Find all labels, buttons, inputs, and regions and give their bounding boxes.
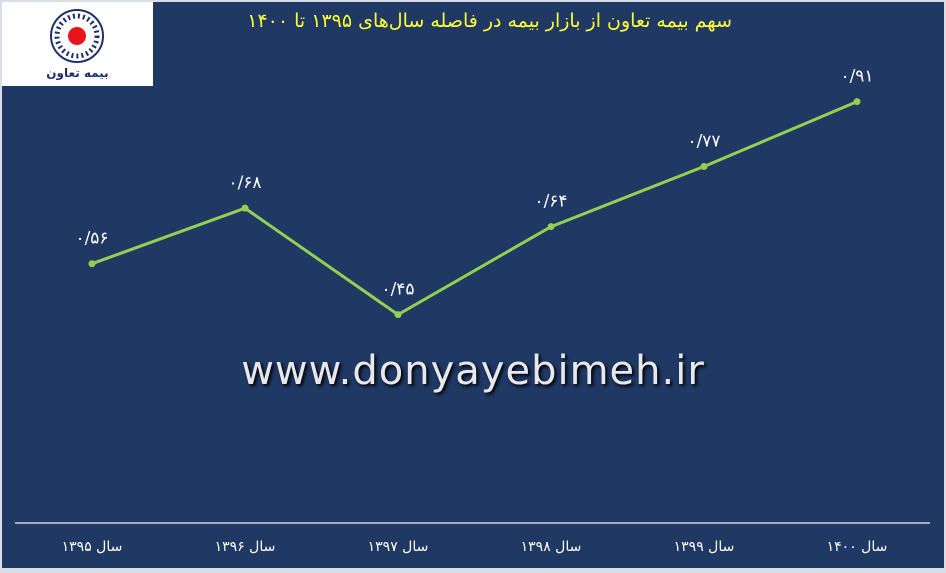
data-point	[88, 260, 96, 268]
x-tick-label: سال ۱۳۹۶	[215, 539, 276, 555]
data-point	[241, 204, 249, 212]
data-label: ۰/۹۱	[840, 67, 873, 87]
data-point	[547, 223, 555, 231]
x-tick-label: سال ۱۴۰۰	[827, 539, 888, 555]
watermark: www.donyayebimeh.ir	[241, 348, 705, 394]
data-label: ۰/۵۶	[75, 229, 108, 249]
x-tick-label: سال ۱۳۹۷	[368, 539, 429, 555]
chart-title: سهم بیمه تعاون از بازار بیمه در فاصله سا…	[247, 10, 732, 32]
logo-emblem-icon	[50, 9, 104, 63]
x-tick-label: سال ۱۳۹۸	[521, 539, 582, 555]
logo-text: بیمه تعاون	[46, 66, 109, 80]
data-label: ۰/۶۸	[228, 173, 261, 193]
data-point	[700, 162, 708, 170]
data-label: ۰/۷۷	[687, 131, 720, 151]
logo: بیمه تعاون	[2, 2, 153, 86]
data-point	[853, 98, 861, 106]
data-label: ۰/۴۵	[381, 280, 414, 300]
series-line	[91, 100, 858, 317]
x-tick-label: سال ۱۳۹۹	[674, 539, 735, 555]
data-point	[394, 311, 402, 319]
x-tick-label: سال ۱۳۹۵	[62, 539, 123, 555]
data-label: ۰/۶۴	[534, 192, 567, 212]
